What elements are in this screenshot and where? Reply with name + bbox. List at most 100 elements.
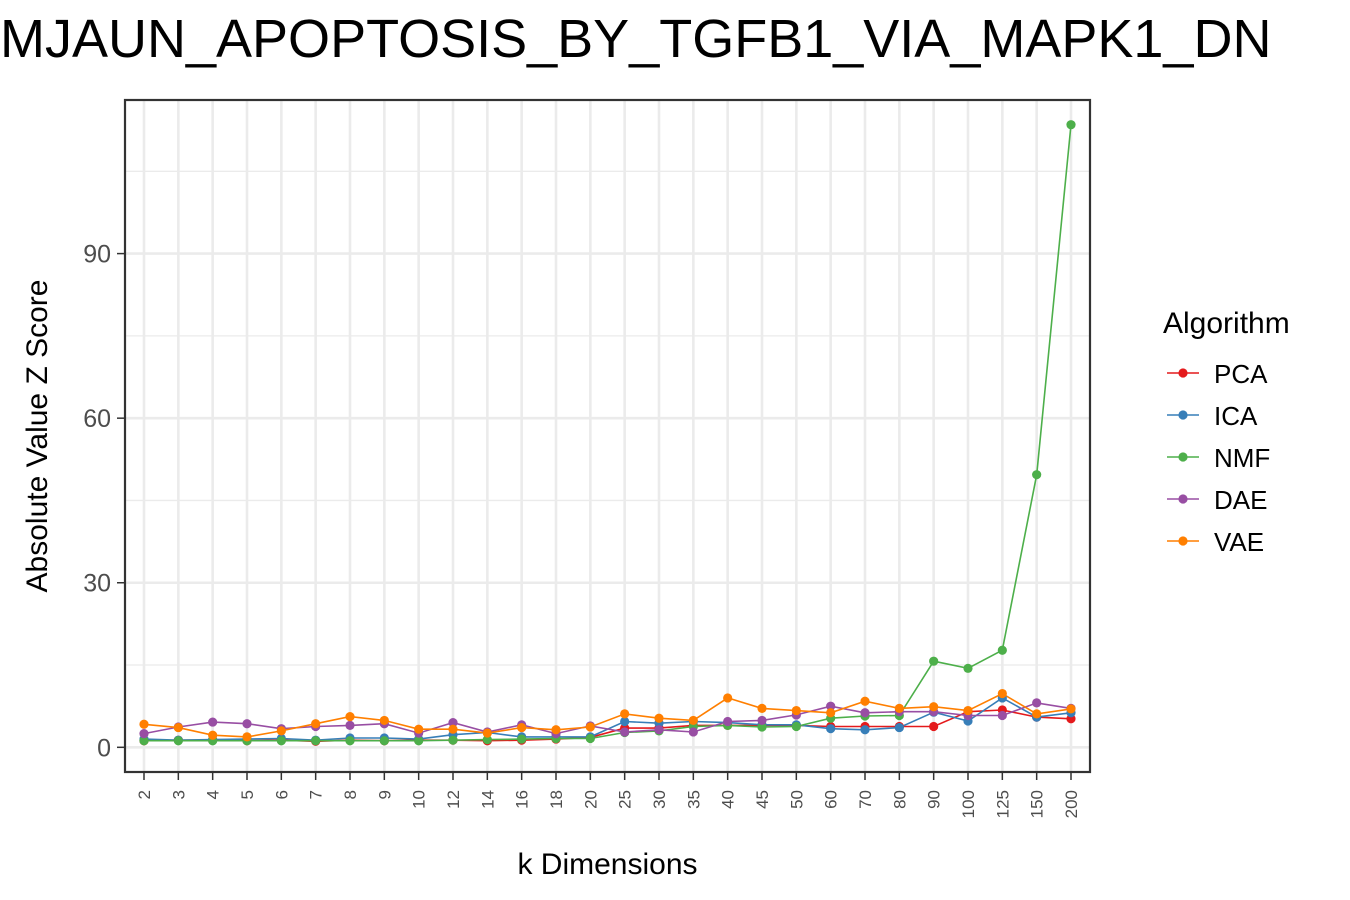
data-point-vae	[894, 703, 904, 713]
data-point-dae	[242, 719, 252, 729]
legend-key-point-ica	[1178, 410, 1188, 420]
data-point-dae	[860, 708, 870, 718]
data-point-vae	[654, 713, 664, 723]
axis-ticks	[117, 252, 1072, 780]
y-tick-labels: 0 30 60 90	[83, 241, 111, 763]
series-points	[139, 120, 1076, 746]
y-tick-label: 0	[97, 734, 111, 762]
x-tick-label: 12	[444, 790, 463, 809]
x-tick-label: 125	[993, 790, 1012, 818]
x-tick-label: 9	[375, 790, 394, 799]
data-point-vae	[826, 708, 836, 718]
x-tick-label: 80	[890, 790, 909, 809]
data-point-vae	[517, 722, 527, 733]
x-tick-label: 25	[616, 790, 635, 809]
x-tick-label: 200	[1062, 790, 1081, 818]
legend-key-point-dae	[1178, 494, 1188, 504]
data-point-dae	[723, 716, 733, 727]
data-point-vae	[551, 725, 561, 735]
data-point-dae	[757, 715, 767, 726]
data-point-vae	[1032, 709, 1042, 719]
data-point-vae	[860, 696, 870, 706]
x-tick-label: 40	[719, 790, 738, 809]
data-point-nmf	[173, 736, 183, 746]
data-point-vae	[963, 705, 973, 716]
data-point-dae	[997, 710, 1007, 721]
legend-label-vae: VAE	[1214, 527, 1264, 557]
x-tick-label: 35	[684, 790, 703, 809]
x-tick-label: 7	[307, 790, 326, 799]
data-point-pca	[929, 721, 939, 732]
data-point-vae	[208, 730, 218, 740]
data-point-nmf	[517, 734, 527, 744]
data-point-ica	[894, 722, 904, 733]
legend-label-dae: DAE	[1214, 485, 1267, 515]
data-point-dae	[654, 725, 664, 735]
data-point-nmf	[1032, 470, 1042, 480]
x-tick-label: 90	[925, 790, 944, 809]
data-point-dae	[448, 718, 458, 728]
data-point-nmf	[311, 736, 321, 746]
x-tick-label: 4	[204, 790, 223, 799]
x-tick-label: 5	[238, 790, 257, 799]
x-tick-label: 100	[959, 790, 978, 818]
x-tick-label: 20	[581, 790, 600, 809]
data-point-nmf	[482, 735, 492, 745]
legend-label-ica: ICA	[1214, 401, 1258, 431]
y-tick-label: 90	[83, 241, 111, 269]
x-tick-label: 2	[135, 790, 154, 799]
data-point-vae	[585, 722, 595, 732]
legend-title: Algorithm	[1163, 307, 1290, 340]
data-point-vae	[414, 724, 424, 734]
legend-key-point-pca	[1178, 368, 1188, 378]
legend-key-point-nmf	[1178, 452, 1188, 462]
y-tick-label: 60	[83, 405, 111, 433]
data-point-nmf	[963, 663, 973, 673]
data-point-nmf	[929, 656, 939, 666]
data-point-nmf	[414, 736, 424, 746]
data-point-dae	[1032, 698, 1042, 708]
data-point-vae	[997, 688, 1007, 699]
x-tick-label: 14	[478, 790, 497, 809]
x-tick-labels: 2 3 4 5 6 7 8 9 10 12 14 16 18 20 25 30 35 40 45 50 60 70 80 90…	[135, 790, 1081, 818]
data-point-ica	[620, 716, 630, 727]
data-point-vae	[1066, 704, 1076, 714]
data-point-vae	[448, 724, 458, 734]
data-point-vae	[929, 702, 939, 712]
minor-gridlines	[125, 170, 1090, 666]
x-tick-label: 6	[272, 790, 291, 799]
data-point-vae	[242, 732, 252, 742]
data-point-vae	[688, 715, 698, 726]
series-lines	[143, 124, 1072, 743]
data-point-nmf	[757, 722, 767, 732]
data-point-nmf	[448, 735, 458, 745]
data-point-vae	[791, 705, 801, 716]
major-gridlines	[125, 100, 1090, 772]
data-point-dae	[620, 727, 630, 737]
data-point-vae	[482, 728, 492, 738]
x-tick-label: 18	[547, 790, 566, 809]
y-axis-title: Absolute Value Z Score	[21, 280, 54, 593]
data-point-vae	[173, 722, 183, 733]
x-tick-label: 60	[822, 790, 841, 809]
x-tick-label: 45	[753, 790, 772, 809]
data-point-vae	[620, 709, 630, 719]
legend: Algorithm PCA ICA NMF DAE VAE	[1163, 307, 1290, 557]
data-point-dae	[826, 701, 836, 711]
data-point-dae	[688, 727, 698, 737]
x-tick-label: 50	[787, 790, 806, 809]
x-tick-label: 3	[169, 790, 188, 799]
data-point-vae	[139, 719, 149, 729]
data-point-vae	[311, 719, 321, 729]
data-point-vae	[757, 703, 767, 713]
data-point-dae	[345, 720, 355, 730]
data-point-nmf	[139, 736, 149, 746]
data-point-ica	[860, 725, 870, 735]
legend-label-pca: PCA	[1214, 359, 1268, 389]
data-point-nmf	[1066, 120, 1076, 130]
chart-title: MJAUN_APOPTOSIS_BY_TGFB1_VIA_MAPK1_DN	[0, 9, 1272, 69]
x-tick-label: 8	[341, 790, 360, 799]
series-line-nmf	[144, 124, 1072, 742]
x-axis-title: k Dimensions	[517, 848, 697, 881]
